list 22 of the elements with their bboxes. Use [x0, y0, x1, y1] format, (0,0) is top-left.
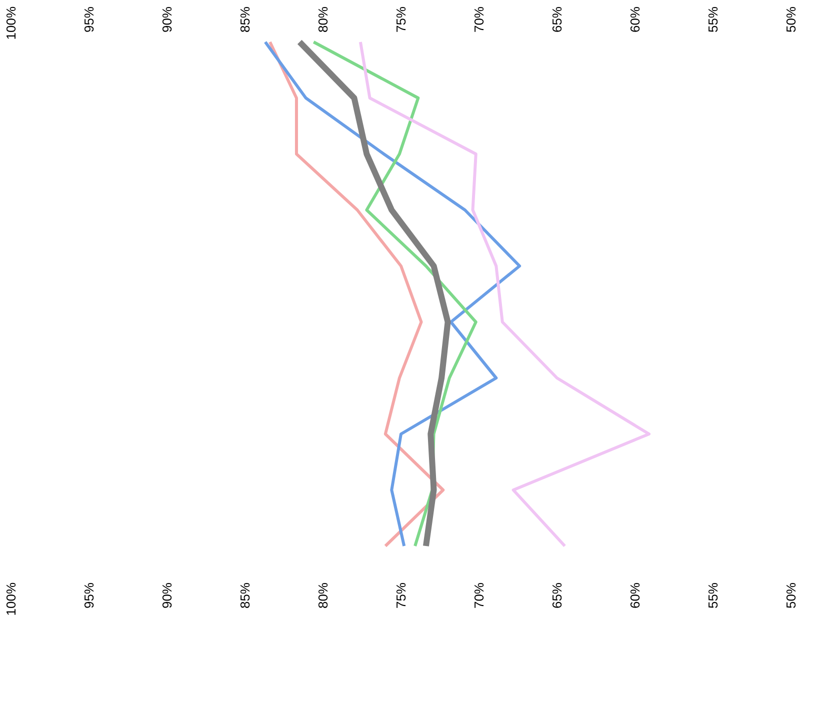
x2-tick-label: 90% — [160, 6, 174, 33]
x-tick-label: 65% — [550, 582, 564, 609]
x-tick-label: 80% — [316, 582, 330, 609]
x-tick-label: 55% — [706, 582, 720, 609]
x2-tick-label: 70% — [472, 6, 486, 33]
x-tick-label: 75% — [394, 582, 408, 609]
x-tick-label: 90% — [160, 582, 174, 609]
x-tick-label: 100% — [4, 582, 18, 616]
x2-tick-label: 95% — [82, 6, 96, 33]
x2-tick-label: 80% — [316, 6, 330, 33]
x2-tick-label: 100% — [4, 6, 18, 40]
x2-tick-label: 85% — [238, 6, 252, 33]
x2-tick-label: 50% — [784, 6, 798, 33]
x-tick-label: 60% — [628, 582, 642, 609]
x2-tick-label: 55% — [706, 6, 720, 33]
x2-tick-label: 75% — [394, 6, 408, 33]
x-tick-label: 95% — [82, 582, 96, 609]
x2-tick-label: 65% — [550, 6, 564, 33]
x2-tick-label: 60% — [628, 6, 642, 33]
x-tick-label: 50% — [784, 582, 798, 609]
x-tick-label: 85% — [238, 582, 252, 609]
x-tick-label: 70% — [472, 582, 486, 609]
